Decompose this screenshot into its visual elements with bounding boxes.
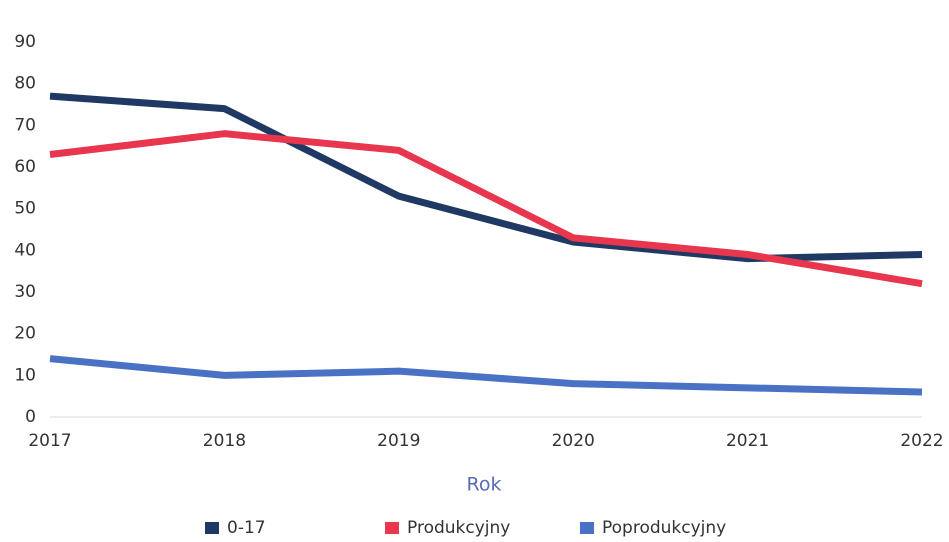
y-tick-label: 70 — [14, 115, 36, 135]
y-tick-label: 60 — [14, 157, 36, 177]
y-tick-label: 10 — [14, 365, 36, 385]
series-line — [49, 92, 923, 263]
y-tick-label: 80 — [14, 74, 36, 94]
series-line — [49, 355, 923, 396]
x-tick-label: 2021 — [726, 431, 769, 451]
legend-label: Poprodukcyjny — [602, 518, 726, 538]
legend-label: 0-17 — [227, 518, 266, 538]
x-tick-label: 2018 — [203, 431, 246, 451]
x-axis-label: Rok — [467, 474, 502, 496]
y-tick-label: 30 — [14, 282, 36, 302]
legend-swatch — [580, 522, 594, 534]
y-tick-label: 0 — [25, 407, 36, 427]
y-tick-label: 50 — [14, 199, 36, 219]
legend-swatch — [385, 522, 399, 534]
x-tick-label: 2020 — [552, 431, 595, 451]
legend-swatch — [205, 522, 219, 534]
legend-label: Produkcyjny — [407, 518, 510, 538]
series-line — [49, 130, 923, 288]
x-tick-label: 2019 — [377, 431, 420, 451]
x-tick-label: 2022 — [900, 431, 943, 451]
y-tick-label: 90 — [14, 32, 36, 52]
y-tick-label: 40 — [14, 240, 36, 260]
x-tick-label: 2017 — [28, 431, 71, 451]
y-tick-label: 20 — [14, 324, 36, 344]
